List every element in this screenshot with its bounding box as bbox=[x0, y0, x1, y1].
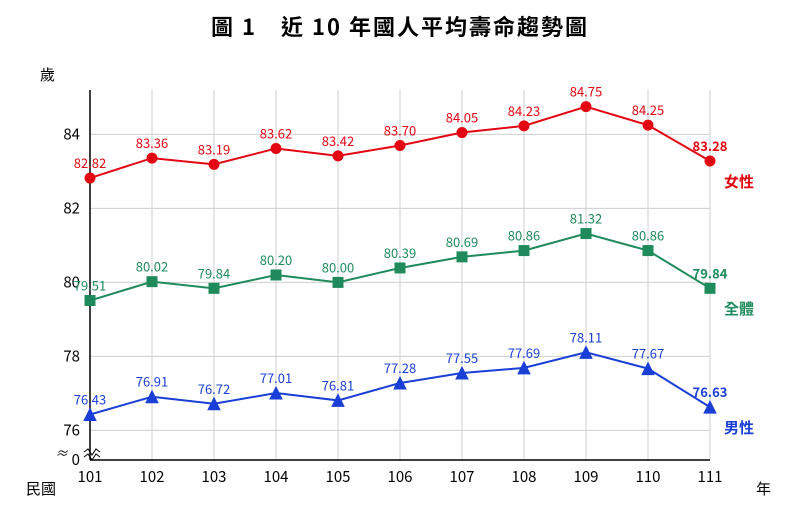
svg-text:80.86: 80.86 bbox=[632, 226, 664, 245]
svg-text:110: 110 bbox=[636, 466, 661, 487]
svg-text:80.86: 80.86 bbox=[508, 226, 540, 245]
chart-svg: 7678808284101102103104105106107108109110… bbox=[30, 60, 770, 500]
svg-text:81.32: 81.32 bbox=[570, 209, 602, 228]
svg-text:111: 111 bbox=[698, 466, 723, 487]
svg-text:77.28: 77.28 bbox=[384, 358, 416, 377]
svg-text:83.36: 83.36 bbox=[136, 133, 168, 152]
svg-text:80.69: 80.69 bbox=[446, 232, 478, 251]
svg-text:76.91: 76.91 bbox=[136, 372, 168, 391]
svg-text:84.75: 84.75 bbox=[570, 82, 602, 101]
legend-total: 全體 bbox=[724, 298, 754, 319]
svg-text:≈: ≈ bbox=[55, 443, 69, 462]
svg-text:84.23: 84.23 bbox=[508, 101, 540, 120]
svg-text:84.05: 84.05 bbox=[446, 108, 478, 127]
svg-text:77.67: 77.67 bbox=[632, 344, 664, 363]
svg-text:78: 78 bbox=[63, 345, 80, 366]
svg-text:84.25: 84.25 bbox=[632, 100, 664, 119]
svg-text:109: 109 bbox=[574, 466, 599, 487]
svg-text:103: 103 bbox=[202, 466, 227, 487]
svg-text:105: 105 bbox=[326, 466, 351, 487]
svg-text:84: 84 bbox=[63, 123, 80, 144]
svg-text:107: 107 bbox=[450, 466, 475, 487]
svg-text:78.11: 78.11 bbox=[570, 327, 602, 346]
svg-text:108: 108 bbox=[512, 466, 537, 487]
svg-text:80.02: 80.02 bbox=[136, 257, 168, 276]
svg-text:76.63: 76.63 bbox=[693, 382, 728, 401]
svg-text:104: 104 bbox=[264, 466, 289, 487]
svg-text:83.42: 83.42 bbox=[322, 131, 354, 150]
svg-text:80.39: 80.39 bbox=[384, 243, 416, 262]
svg-text:83.28: 83.28 bbox=[693, 136, 728, 155]
svg-text:76.72: 76.72 bbox=[198, 379, 230, 398]
svg-text:83.62: 83.62 bbox=[260, 123, 292, 142]
svg-text:80.20: 80.20 bbox=[260, 250, 292, 269]
chart-title: 圖 1 近 10 年國人平均壽命趨勢圖 bbox=[0, 0, 800, 46]
svg-text:0: 0 bbox=[72, 449, 80, 470]
legend-female: 女性 bbox=[724, 171, 754, 192]
svg-text:106: 106 bbox=[388, 466, 413, 487]
svg-text:80.00: 80.00 bbox=[322, 257, 354, 276]
svg-text:79.51: 79.51 bbox=[74, 276, 106, 295]
svg-text:76.81: 76.81 bbox=[322, 375, 354, 394]
svg-text:102: 102 bbox=[140, 466, 165, 487]
svg-text:76: 76 bbox=[63, 419, 80, 440]
svg-text:82.82: 82.82 bbox=[74, 153, 106, 172]
svg-text:101: 101 bbox=[78, 466, 103, 487]
svg-text:77.55: 77.55 bbox=[446, 348, 478, 367]
svg-text:79.84: 79.84 bbox=[693, 263, 728, 282]
svg-text:83.19: 83.19 bbox=[198, 139, 230, 158]
svg-text:77.01: 77.01 bbox=[260, 368, 292, 387]
svg-text:82: 82 bbox=[63, 197, 80, 218]
svg-text:77.69: 77.69 bbox=[508, 343, 540, 362]
legend-male: 男性 bbox=[724, 417, 754, 438]
svg-text:79.84: 79.84 bbox=[198, 263, 230, 282]
chart-plot-area: 7678808284101102103104105106107108109110… bbox=[30, 60, 770, 500]
svg-text:76.43: 76.43 bbox=[74, 389, 106, 408]
chart-figure: 圖 1 近 10 年國人平均壽命趨勢圖 歲 民國 年 7678808284101… bbox=[0, 0, 800, 519]
svg-text:83.70: 83.70 bbox=[384, 121, 416, 140]
